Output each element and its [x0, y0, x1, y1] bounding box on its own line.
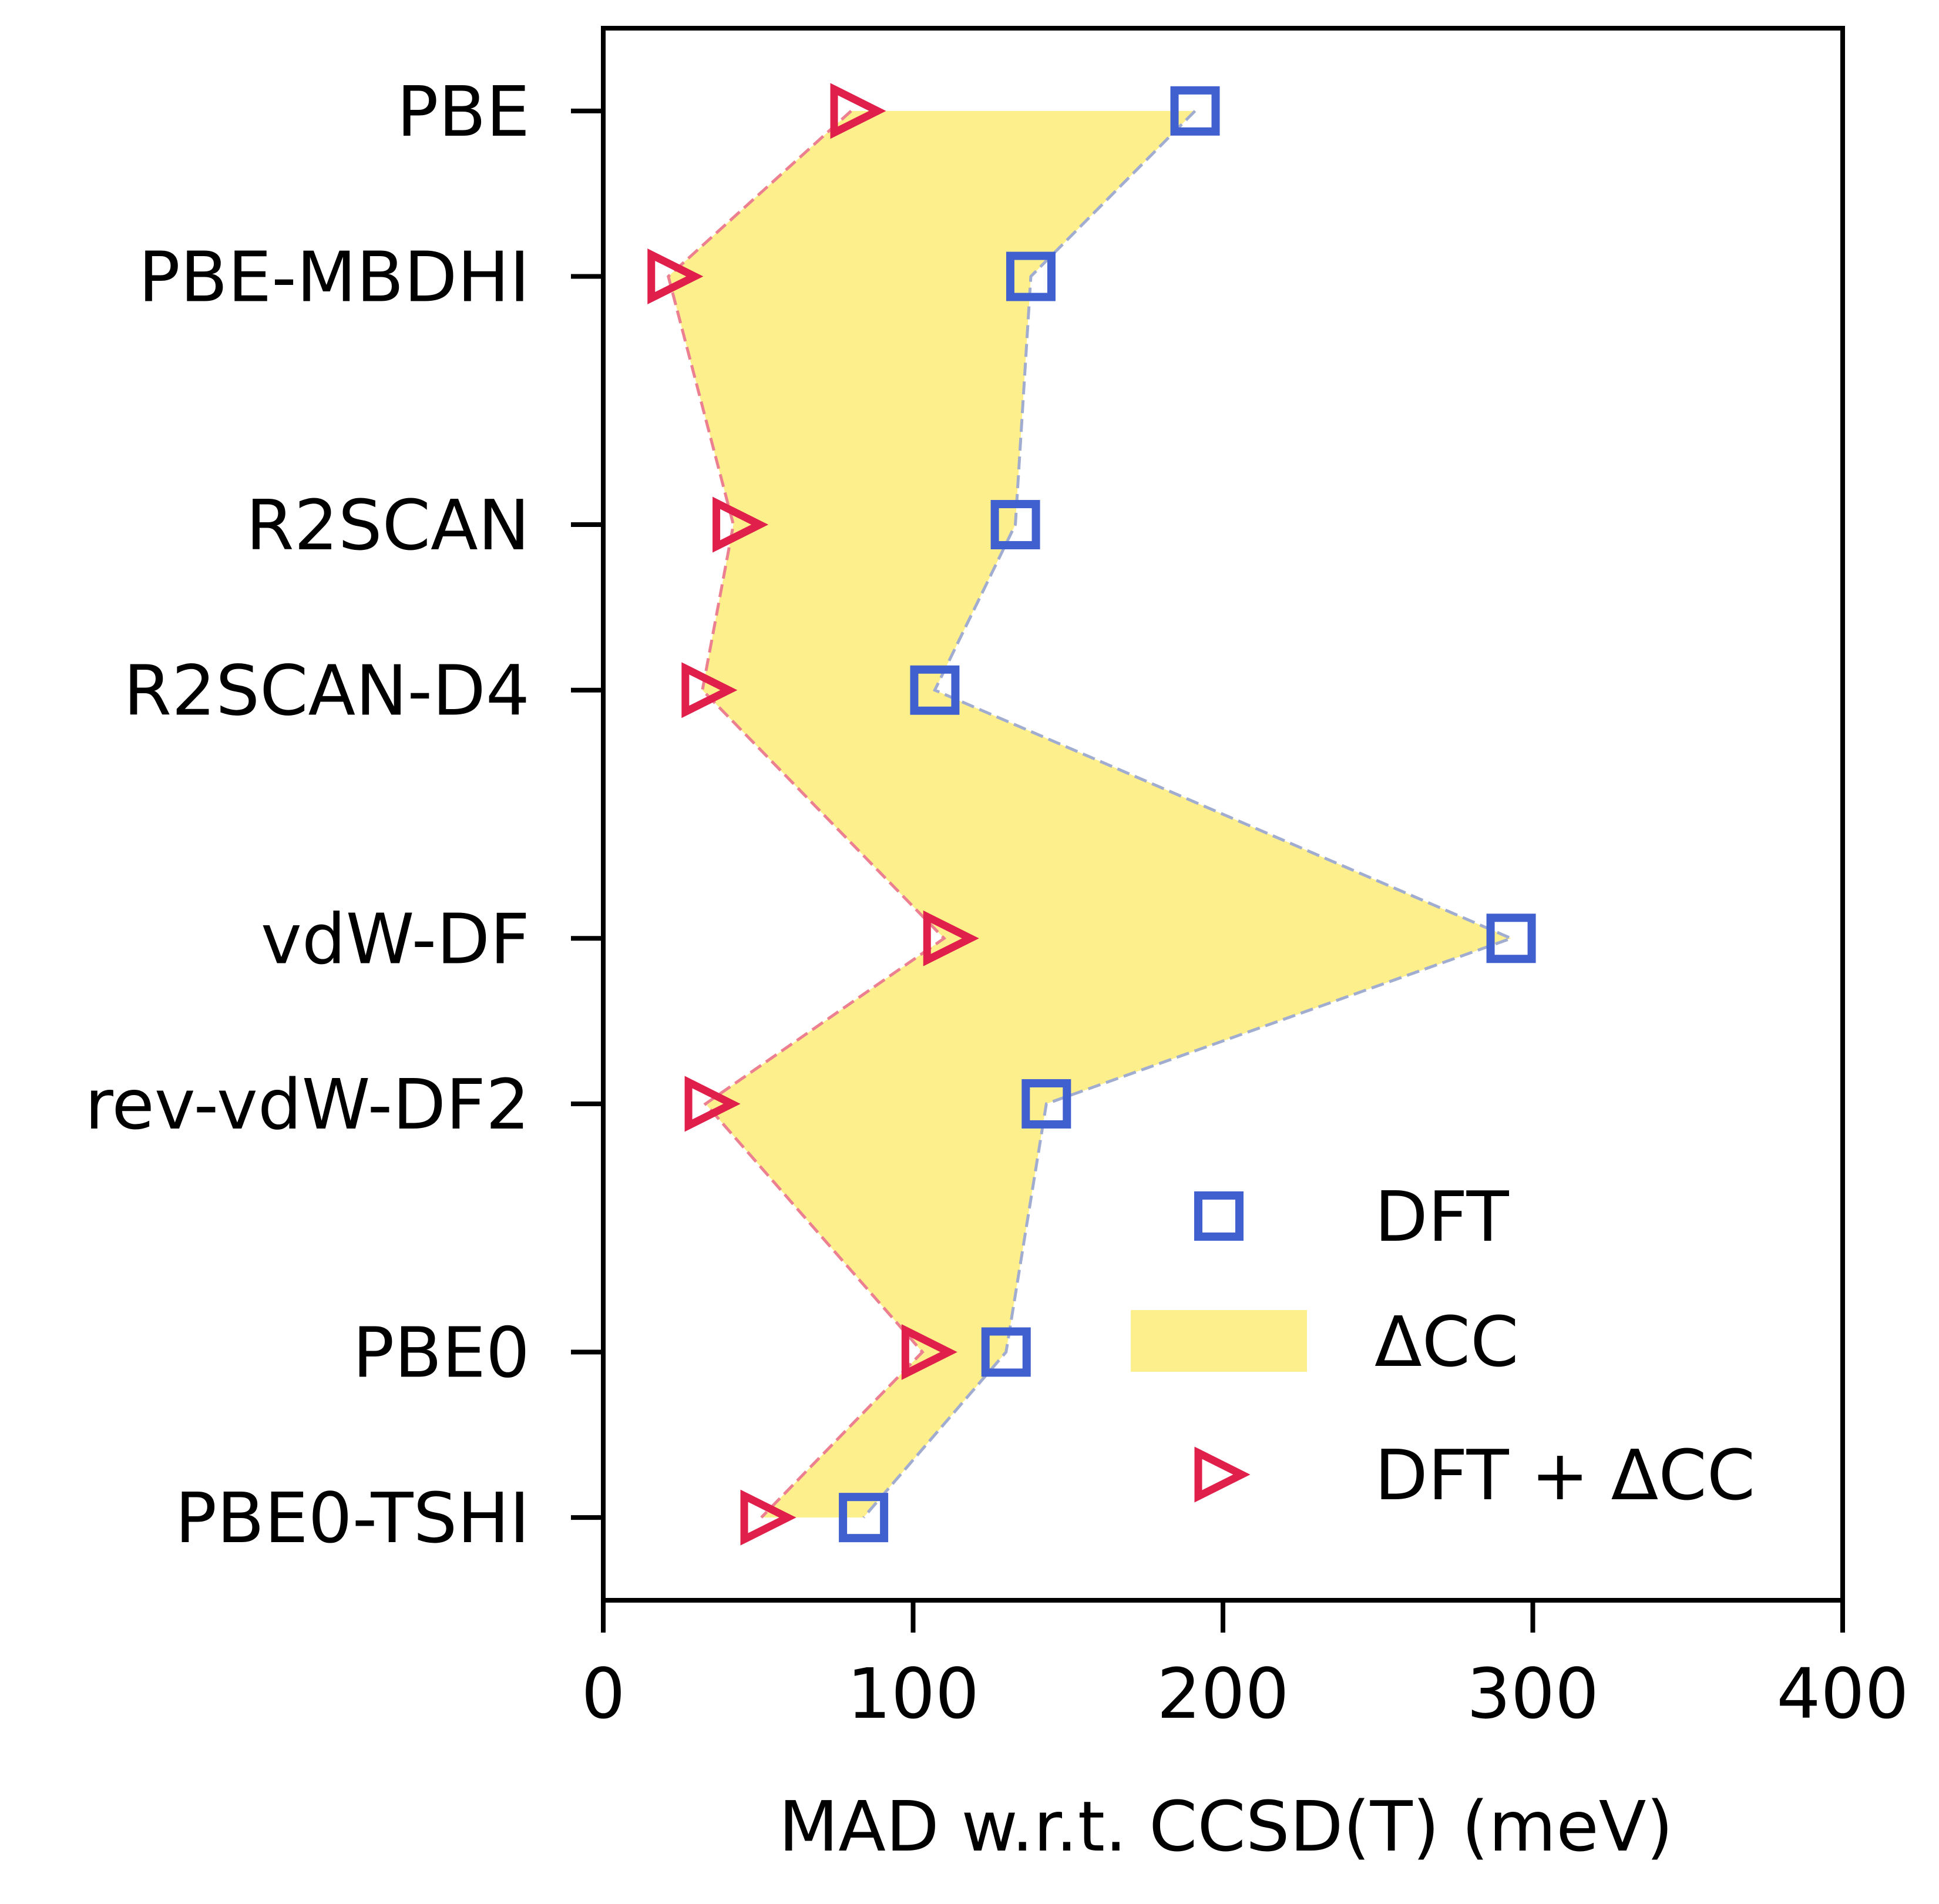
- dft-point: [1486, 914, 1536, 963]
- y-tick-label: PBE-MBDHI: [139, 237, 530, 318]
- dft-point: [1170, 86, 1220, 136]
- dft-plus-dcc-series-line: [666, 109, 947, 1519]
- legend-dft-plus-dcc-label: DFT + ΔCC: [1375, 1435, 1755, 1516]
- dft-plus-dcc-point: [830, 83, 886, 139]
- dft-point: [1006, 251, 1056, 301]
- legend-delta-cc-label: ΔCC: [1375, 1301, 1519, 1382]
- dft-plus-dcc-point: [647, 249, 704, 305]
- legend: DFT ΔCC DFT + ΔCC: [1131, 1176, 1755, 1516]
- dft-plus-dcc-point: [901, 1324, 957, 1380]
- dft-point: [981, 1327, 1031, 1377]
- dft-plus-dcc-point: [713, 496, 769, 553]
- dft-point: [990, 500, 1040, 550]
- x-tick-label: 400: [1776, 1653, 1908, 1734]
- dft-point: [1021, 1079, 1071, 1129]
- plot-area: [647, 83, 1536, 1546]
- dft-point: [839, 1493, 889, 1543]
- y-tick-label: PBE0-TSHI: [175, 1477, 530, 1559]
- dft-plus-dcc-point: [740, 1489, 797, 1546]
- axes: PBE PBE-MBDHI R2SCAN R2SCAN-D4 vdW-DF rev-vdW…: [85, 26, 1909, 1734]
- x-tick-label: 100: [847, 1653, 979, 1734]
- dft-series-line: [862, 110, 1515, 1519]
- y-tick-label: R2SCAN: [246, 485, 530, 566]
- y-tick-label: PBE: [396, 71, 530, 152]
- legend-dft-marker: [1194, 1191, 1244, 1241]
- dft-plus-dcc-point: [681, 662, 738, 718]
- y-tick-label: PBE0: [352, 1312, 530, 1393]
- x-tick-label: 200: [1157, 1653, 1289, 1734]
- legend-dft-plus-dcc-marker: [1194, 1446, 1251, 1503]
- y-tick-label: rev-vdW-DF2: [85, 1064, 530, 1145]
- dft-plus-dcc-point: [684, 1076, 741, 1132]
- y-tick-label: R2SCAN-D4: [123, 650, 530, 731]
- legend-delta-cc-swatch: [1131, 1310, 1307, 1372]
- x-tick-label: 0: [581, 1653, 625, 1734]
- x-tick-label: 300: [1467, 1653, 1599, 1734]
- dft-plus-dcc-point: [923, 910, 979, 966]
- legend-dft-label: DFT: [1375, 1176, 1510, 1257]
- y-tick-label: vdW-DF: [261, 898, 530, 979]
- delta-cc-fill-band: [668, 110, 1511, 1518]
- x-axis-label: MAD w.r.t. CCSD(T) (meV): [778, 1786, 1673, 1867]
- dft-point: [910, 665, 960, 715]
